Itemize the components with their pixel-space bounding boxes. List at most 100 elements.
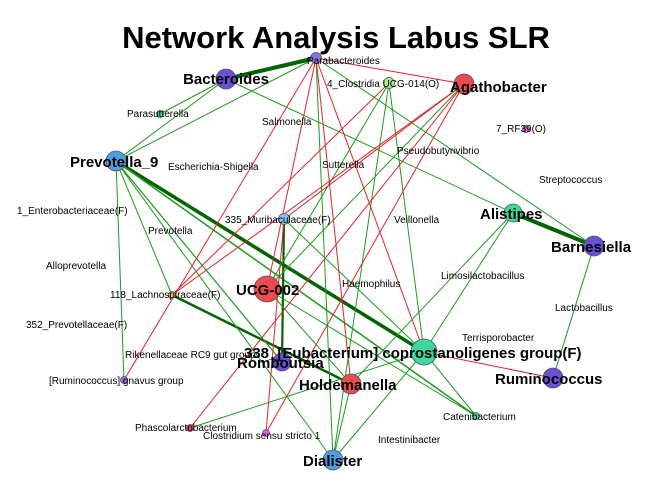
node-label-sutterella: Sutterella [322, 160, 365, 171]
edge-alistipes-eubacterium [423, 212, 514, 353]
node-label-rikenellaceae: Rikenellaceae RC9 gut group [125, 350, 256, 361]
node-clostridia [383, 77, 395, 89]
edge-muribaculaceae-clostridium_ss1 [265, 218, 285, 434]
edge-bacteroides-parasutterella [159, 78, 227, 115]
label-layer: Parabacteroides Bacteroides 4_Clostridia U… [17, 56, 632, 470]
edge-alistipes-holdemanella [350, 212, 514, 385]
node-label-phascolarctobacterium: Phascolarctobacterium [135, 423, 237, 434]
edge-prevotella9-eubacterium [114, 159, 426, 354]
node-label-prevotella9: Prevotella_9 [70, 154, 158, 171]
edge-layer [114, 56, 596, 461]
node-phascolarctobacterium [186, 424, 194, 432]
node-label-barnesiella: Barnesiella [551, 239, 632, 256]
node-label-escherichia: Escherichia-Shigella [168, 162, 259, 173]
edge-parabacteroides-eubacterium [315, 57, 425, 353]
node-clostridium_ss1 [262, 429, 270, 437]
edge-prevotella9-dialister [115, 160, 334, 461]
node-label-bacteroides: Bacteroides [183, 71, 269, 88]
node-dialister [322, 449, 344, 471]
edge-prevotella9-romboutsia [115, 160, 283, 363]
node-barnesiella [583, 235, 605, 257]
node-label-dialister: Dialister [303, 453, 362, 470]
node-label-ucg002: UCG-002 [236, 282, 299, 299]
node-layer [105, 52, 605, 471]
node-label-agathobacter: Agathobacter [450, 79, 547, 96]
node-catenibacterium [472, 412, 480, 420]
node-prevotella9 [105, 150, 127, 172]
edge-agathobacter-parabacteroides [315, 57, 465, 85]
edge-prevotella9-catenibacterium [115, 160, 477, 417]
edge-clostridia-dialister [332, 82, 390, 461]
edge-parabacteroides-barnesiella [315, 57, 595, 247]
node-label-holdemanella: Holdemanella [299, 377, 397, 394]
node-label-prevotella: Prevotella [148, 226, 193, 237]
edge-ruminococcus-eubacterium [423, 351, 554, 379]
edge-agathobacter-ucg002 [266, 83, 465, 290]
node-label-rf39: 7_RF39(O) [496, 124, 546, 135]
node-label-eubacterium: 338_[Eubacterium] coprostanoligenes grou… [244, 345, 582, 362]
node-agathobacter [453, 73, 475, 95]
node-label-lactobacillus: Lactobacillus [555, 303, 613, 314]
figure-title: Network Analysis Labus SLR [122, 20, 550, 55]
node-label-intestinibacter: Intestinibacter [378, 435, 441, 446]
node-ucg002 [253, 275, 281, 303]
edge-eubacterium-dialister [332, 351, 425, 461]
node-muribaculaceae [278, 213, 290, 225]
edge-lachnospiraceae-agathobacter [171, 83, 465, 296]
node-label-catenibacterium: Catenibacterium [443, 412, 516, 423]
node-label-veillonella: Veillonella [394, 215, 439, 226]
node-label-romboutsia: Romboutsia [237, 355, 324, 372]
edge-bacteroides-alistipes [225, 78, 514, 214]
node-label-salmonella: Salmonella [262, 117, 312, 128]
edge-holdemanella-dialister [332, 383, 352, 461]
edge-romboutsia-muribaculaceae [280, 217, 286, 364]
edge-eubacterium-muribaculaceae [283, 218, 425, 353]
node-label-lachnospiraceae: 118_Lachnospiraceae(F) [110, 290, 220, 301]
edge-parabacteroides-ruminococcus_gnavus [123, 57, 317, 381]
edge-parabacteroides-ucg002 [266, 57, 317, 290]
node-label-haemophilus: Haemophilus [342, 279, 400, 290]
edge-lachnospiraceae-holdemanella [170, 293, 353, 386]
edge-clostridia-eubacterium [388, 82, 425, 353]
node-bacteroides [215, 68, 237, 90]
node-label-parabacteroides: Parabacteroides [307, 56, 380, 67]
node-label-clostridia: 4_Clostridia UCG-014(O) [327, 79, 439, 90]
edge-prevotella9-bacteroides [115, 78, 227, 162]
node-ruminococcus_gnavus [120, 376, 128, 384]
edge-parabacteroides-dialister [315, 57, 334, 461]
node-label-muribaculaceae: 335_Muribaculaceae(F) [225, 215, 331, 226]
node-label-prevotellaceae: 352_Prevotellaceae(F) [26, 320, 127, 331]
edge-parabacteroides-prevotella9 [115, 57, 317, 162]
edge-eubacterium-phascolarctobacterium [189, 351, 425, 429]
node-label-alistipes: Alistipes [480, 206, 543, 223]
node-label-ruminococcus_gnavus: [Ruminococcus] gnavus group [49, 376, 184, 387]
node-label-streptococcus: Streptococcus [539, 175, 602, 186]
node-label-clostridium_ss1: Clostridium sensu stricto 1 [203, 431, 321, 442]
node-label-terrisporobacter: Terrisporobacter [462, 333, 535, 344]
node-alistipes [503, 203, 523, 223]
node-eubacterium [410, 338, 438, 366]
node-label-alloprevotella: Alloprevotella [46, 261, 106, 272]
edge-barnesiella-ruminococcus [552, 245, 595, 379]
edge-alistipes-barnesiella [511, 211, 596, 248]
edge-agathobacter-phascolarctobacterium [189, 83, 465, 429]
node-holdemanella [340, 373, 362, 395]
node-parasutterella [156, 110, 164, 118]
node-label-enterobacteriaceae: 1_Enterobacteriaceae(F) [17, 206, 128, 217]
edge-ucg002-holdemanella [266, 288, 352, 385]
node-parabacteroides [310, 52, 322, 64]
node-rf39 [522, 125, 530, 133]
edge-lachnospiraceae-clostridia [171, 82, 390, 296]
edge-prevotella9-lachnospiraceae [115, 160, 173, 296]
node-label-pseudobutyrivibrio: Pseudobutyrivibrio [397, 146, 480, 157]
edge-eubacterium-catenibacterium [423, 351, 477, 417]
node-romboutsia [272, 352, 292, 372]
node-label-parasutterella: Parasutterella [127, 109, 189, 120]
node-lachnospiraceae [168, 291, 176, 299]
node-label-limosilactobacillus: Limosilactobacillus [441, 271, 524, 282]
node-ruminococcus [542, 367, 564, 389]
edge-muribaculaceae-agathobacter [283, 83, 465, 220]
edge-parabacteroides-holdemanella [315, 57, 352, 385]
node-label-ruminococcus: Ruminococcus [495, 371, 603, 388]
